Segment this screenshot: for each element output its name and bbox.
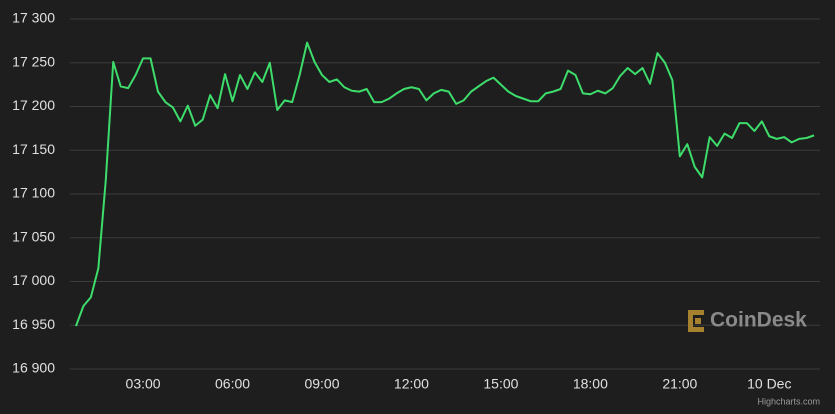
x-tick-label: 09:00 [304, 376, 339, 392]
y-tick-label: 16 950 [12, 316, 55, 332]
logo-bar [688, 310, 704, 315]
x-tick-label: 15:00 [483, 376, 518, 392]
x-tick-label: 18:00 [573, 376, 608, 392]
y-tick-label: 17 250 [12, 53, 55, 69]
price-line [75, 41, 815, 327]
x-tick-label: 12:00 [394, 376, 429, 392]
watermark-logo [688, 310, 704, 332]
x-tick-label: 06:00 [215, 376, 250, 392]
y-tick-label: 17 150 [12, 141, 55, 157]
x-tick-label: 21:00 [662, 376, 697, 392]
y-tick-label: 16 900 [12, 360, 55, 376]
logo-bar [688, 310, 693, 332]
credits: Highcharts.com [757, 396, 820, 406]
y-tick-label: 17 100 [12, 185, 55, 201]
x-tick-label: 03:00 [126, 376, 161, 392]
logo-dot [695, 318, 701, 324]
y-tick-label: 17 300 [12, 10, 55, 26]
x-tick-label: 10 Dec [747, 376, 791, 392]
y-tick-label: 17 200 [12, 97, 55, 113]
y-tick-label: 17 000 [12, 272, 55, 288]
y-tick-label: 17 050 [12, 228, 55, 244]
watermark: CoinDesk [710, 309, 807, 332]
logo-bar [688, 327, 704, 332]
